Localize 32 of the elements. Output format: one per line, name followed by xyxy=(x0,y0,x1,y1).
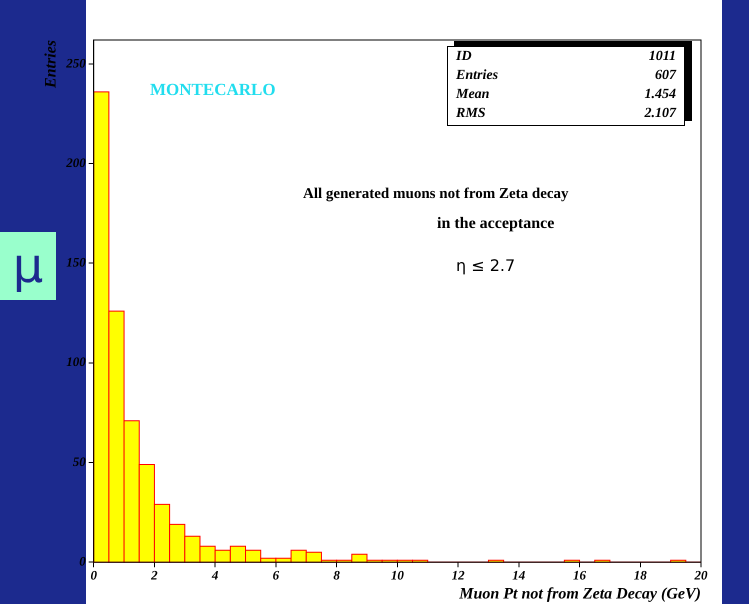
x-tick-label: 14 xyxy=(512,567,526,582)
annotation: ID xyxy=(456,49,472,66)
y-tick-label: 0 xyxy=(79,554,86,569)
x-tick-label: 0 xyxy=(90,567,98,582)
x-tick-label: 20 xyxy=(694,567,708,582)
y-tick-label: 50 xyxy=(72,454,86,469)
x-tick-label: 10 xyxy=(390,567,404,582)
annotation: in the acceptance xyxy=(437,215,554,233)
annotation: Entries xyxy=(456,68,498,85)
x-tick-label: 2 xyxy=(150,567,158,582)
x-tick-label: 18 xyxy=(634,567,648,582)
y-axis-title: Entries xyxy=(42,40,60,90)
annotation: All generated muons not from Zeta decay xyxy=(303,186,569,203)
annotation: RMS xyxy=(456,106,486,123)
y-tick-label: 100 xyxy=(66,354,86,370)
y-tick-label: 150 xyxy=(66,254,86,270)
x-axis-title: Muon Pt not from Zeta Decay (GeV) xyxy=(458,586,701,603)
annotation: 2.107 xyxy=(644,106,676,123)
x-tick-label: 16 xyxy=(573,567,587,582)
annotation: 1011 xyxy=(648,49,676,66)
x-tick-label: 8 xyxy=(333,567,340,582)
x-tick-label: 12 xyxy=(452,567,466,582)
y-tick-label: 250 xyxy=(65,55,86,70)
annotation: 1.454 xyxy=(644,87,676,104)
annotation: η ≤ 2.7 xyxy=(456,256,516,275)
text: μ xyxy=(0,232,56,300)
annotation: 607 xyxy=(655,68,676,85)
y-tick-label: 200 xyxy=(65,154,86,170)
annotation: Mean xyxy=(456,87,490,104)
x-tick-label: 6 xyxy=(272,567,280,582)
x-tick-label: 4 xyxy=(210,567,219,582)
annotation: MONTECARLO xyxy=(150,80,276,100)
